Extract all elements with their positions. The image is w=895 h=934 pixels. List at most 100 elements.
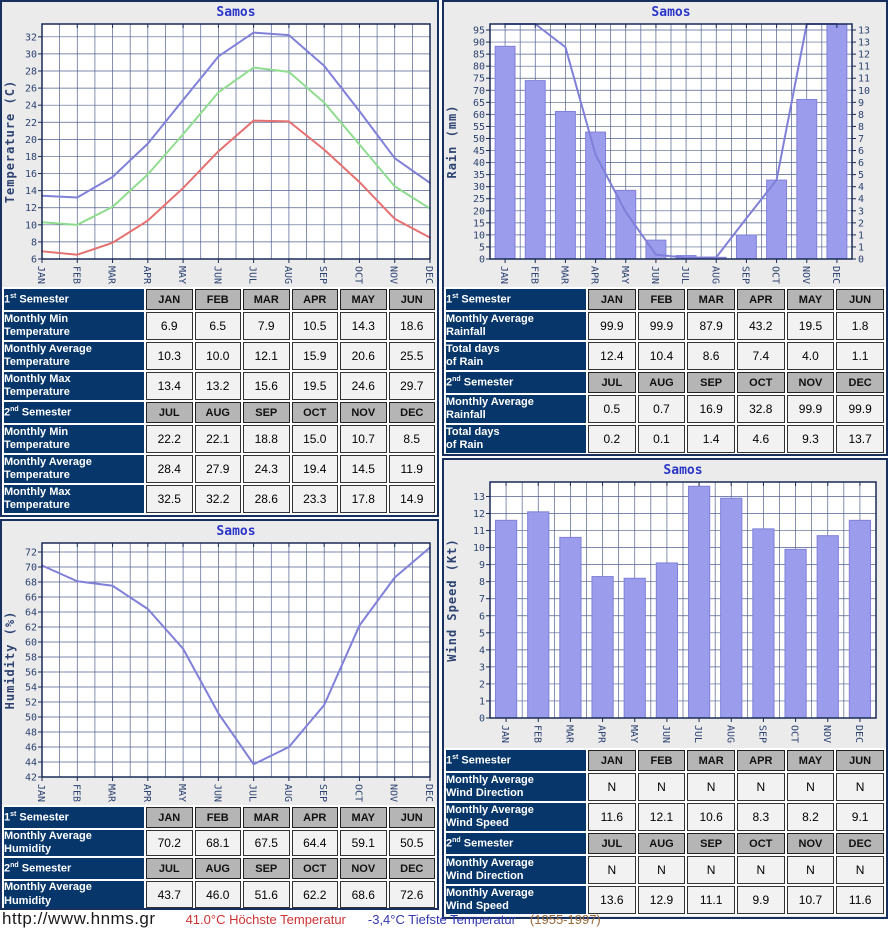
value-cell: 8.2 (786, 803, 835, 831)
value-cell: 32.5 (146, 485, 193, 513)
month-header-cell: JUN (388, 289, 435, 310)
month-header-cell: SEP (243, 858, 290, 880)
svg-text:50: 50 (25, 713, 37, 724)
svg-text:JAN: JAN (35, 266, 46, 284)
svg-text:AUG: AUG (282, 784, 293, 802)
hnms-url[interactable]: http://www.hnms.gr (2, 909, 156, 928)
value-cell: 14.3 (340, 312, 387, 340)
svg-text:8: 8 (858, 122, 864, 133)
svg-text:AUG: AUG (724, 725, 735, 743)
month-header-cell: DEC (836, 833, 884, 854)
svg-text:DEC: DEC (830, 266, 841, 284)
value-cell: 12.1 (243, 342, 290, 370)
svg-text:68: 68 (25, 578, 37, 589)
svg-text:DEC: DEC (423, 266, 434, 284)
semester-header-row: 1st Semester JAN FEB MAR APR MAY JUN (446, 750, 884, 771)
value-cell: 10.0 (194, 342, 241, 370)
value-cell: 70.2 (146, 830, 193, 857)
month-header-cell: MAY (340, 289, 387, 310)
svg-text:NOV: NOV (800, 266, 811, 284)
svg-text:4: 4 (479, 645, 485, 656)
svg-text:58: 58 (25, 653, 37, 664)
value-cell: 17.8 (340, 485, 387, 513)
value-cell: 12.9 (637, 886, 686, 914)
svg-text:85: 85 (473, 50, 485, 61)
svg-text:OCT: OCT (770, 266, 781, 284)
month-header-cell: FEB (194, 807, 241, 828)
value-cell: N (786, 856, 835, 884)
svg-text:12: 12 (858, 50, 870, 61)
svg-text:Samos: Samos (663, 463, 702, 478)
svg-text:JUN: JUN (649, 266, 660, 284)
svg-text:52: 52 (25, 698, 37, 709)
svg-text:SEP: SEP (756, 725, 767, 743)
month-header-cell: JAN (588, 289, 636, 310)
svg-text:28: 28 (25, 67, 37, 78)
svg-text:JAN: JAN (498, 266, 509, 284)
value-cell: 23.3 (291, 485, 338, 513)
row-label: Monthly Average Temperature (4, 342, 144, 370)
record-period-note: (1955-1997) (529, 912, 601, 927)
value-cell: 11.6 (588, 803, 636, 831)
row-label: Monthly Average Wind Speed (446, 803, 586, 831)
table-row: Monthly Average Temperature 28.4 27.9 24.3 19… (4, 455, 435, 483)
month-header-cell: NOV (340, 402, 387, 423)
svg-text:26: 26 (25, 84, 37, 95)
value-cell: N (687, 856, 735, 884)
month-header-cell: APR (736, 289, 785, 310)
svg-text:MAY: MAY (176, 784, 187, 802)
table-row: Monthly Average Humidity 43.7 46.0 51.6 62.2 6… (4, 881, 435, 908)
svg-text:13: 13 (473, 492, 485, 503)
svg-text:OCT: OCT (352, 784, 363, 802)
value-cell: 0.7 (637, 395, 686, 423)
semester-header-row: 2nd Semester JUL AUG SEP OCT NOV DEC (4, 858, 435, 880)
value-cell: N (836, 856, 884, 884)
value-cell: 15.0 (291, 425, 338, 453)
value-cell: 10.5 (291, 312, 338, 340)
semester-header: 2nd Semester (446, 372, 586, 393)
value-cell: 14.9 (388, 485, 435, 513)
temperature-table: 1st Semester JAN FEB MAR APR MAY JUN Monthly Mi… (2, 287, 437, 515)
value-cell: 12.4 (588, 342, 636, 370)
rain-chart: 0 0 5 1 10 1 15 2 20 3 25 4 30 4 35 5 40 6 45 6 50 7 55 8 60 8 65 9… (445, 5, 870, 285)
table-row: Monthly Average Temperature 10.3 10.0 12.1 15… (4, 342, 435, 370)
svg-text:NOV: NOV (821, 725, 832, 743)
svg-text:0: 0 (479, 714, 485, 725)
value-cell: 29.7 (388, 372, 435, 400)
month-header-cell: AUG (637, 833, 686, 854)
svg-text:75: 75 (473, 74, 485, 85)
month-header-cell: FEB (637, 289, 686, 310)
value-cell: 10.4 (637, 342, 686, 370)
svg-text:60: 60 (473, 110, 485, 121)
value-cell: 99.9 (786, 395, 835, 423)
svg-text:6: 6 (858, 146, 864, 157)
value-cell: 22.1 (194, 425, 241, 453)
humidity-panel: 42 44 46 48 50 52 54 56 58 60 62 64 66 68 70 72 JAN FEB MA… (0, 519, 439, 910)
svg-text:MAY: MAY (619, 266, 630, 284)
svg-text:APR: APR (141, 266, 152, 285)
table-row: Total days of Rain 0.2 0.1 1.4 4.6 9.3 13.7 (446, 425, 884, 453)
month-header-cell: SEP (687, 833, 735, 854)
svg-text:20: 20 (25, 135, 37, 146)
month-header-cell: OCT (291, 402, 338, 423)
month-header-cell: OCT (291, 858, 338, 880)
value-cell: 43.2 (736, 312, 785, 340)
svg-text:JAN: JAN (35, 784, 46, 802)
row-label: Monthly Average Wind Speed (446, 886, 586, 914)
svg-text:11: 11 (858, 62, 870, 73)
value-cell: 20.6 (340, 342, 387, 370)
value-cell: 0.1 (637, 425, 686, 453)
value-cell: 10.7 (786, 886, 835, 914)
value-cell: 19.5 (786, 312, 835, 340)
value-cell: 9.3 (786, 425, 835, 453)
svg-text:54: 54 (25, 683, 37, 694)
svg-text:JAN: JAN (499, 725, 510, 743)
row-label: Monthly Average Rainfall (446, 312, 586, 340)
month-header-cell: OCT (736, 372, 785, 393)
wind-table-wrap: 1st Semester JAN FEB MAR APR MAY JUN Monthly Av… (444, 748, 886, 916)
value-cell: 28.6 (243, 485, 290, 513)
svg-text:8: 8 (479, 577, 485, 588)
table-row: Monthly Max Temperature 32.5 32.2 28.6 23.3 17… (4, 485, 435, 513)
value-cell: 10.3 (146, 342, 193, 370)
